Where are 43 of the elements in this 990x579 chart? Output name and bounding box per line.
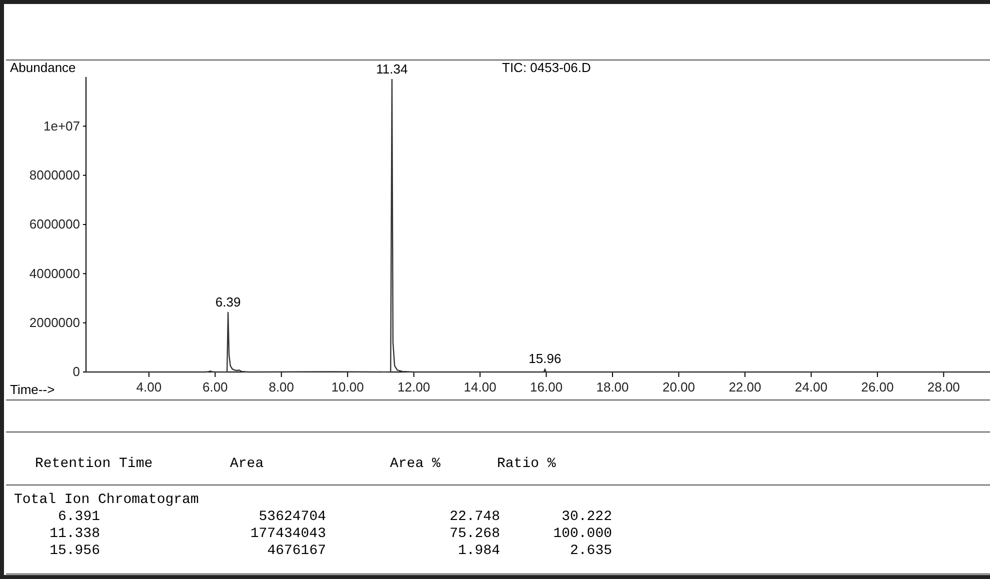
x-tick-label: 8.00 [268, 380, 294, 395]
x-tick-label: 6.00 [202, 380, 228, 395]
text: 11.338 [50, 526, 100, 542]
text: 15.956 [50, 543, 100, 559]
x-tick-label: 16.00 [530, 380, 563, 395]
y-tick-label: 8000000 [29, 167, 80, 182]
text: 100.000 [553, 526, 612, 542]
x-tick-label: 28.00 [927, 380, 960, 395]
text: Ratio % [497, 456, 556, 472]
y-tick-label: 6000000 [29, 216, 80, 232]
text: 2.635 [570, 543, 612, 559]
x-tick-label: 24.00 [794, 380, 828, 395]
text: 1.984 [458, 543, 500, 559]
text: 75.268 [450, 526, 500, 542]
x-axis-title: Time--> [10, 382, 55, 397]
x-tick-label: 14.00 [464, 380, 496, 395]
x-tick-label: 20.00 [662, 380, 696, 395]
x-tick-label: 12.00 [398, 380, 430, 395]
annotation: 6.39 [215, 294, 241, 310]
x-tick-label: 10.00 [331, 380, 364, 395]
text: 177434043 [250, 526, 326, 542]
chart-title: TIC: 0453-06.D [502, 60, 591, 75]
text: 22.748 [450, 509, 500, 525]
x-tick-label: 4.00 [136, 380, 162, 395]
text: Area [230, 456, 264, 472]
text: 4676167 [267, 543, 326, 559]
annotation: 11.34 [376, 61, 408, 76]
y-tick-label: 2000000 [29, 314, 80, 330]
annotation: 15.96 [528, 351, 562, 366]
text: 6.391 [58, 509, 100, 525]
x-tick-label: 18.00 [596, 380, 629, 395]
text: 30.222 [562, 509, 612, 525]
text: 53624704 [258, 509, 326, 525]
y-tick-label: 4000000 [29, 266, 80, 281]
x-tick-label: 26.00 [861, 380, 894, 395]
y-tick-label: 0 [72, 364, 80, 380]
y-tick-label: 1e+07 [43, 118, 80, 134]
text: Total Ion Chromatogram [14, 492, 199, 508]
x-tick-label: 22.00 [728, 380, 762, 395]
y-axis-title: Abundance [10, 60, 76, 75]
text: Retention Time [35, 456, 153, 472]
text: Area % [390, 456, 442, 472]
line-series [85, 78, 990, 373]
